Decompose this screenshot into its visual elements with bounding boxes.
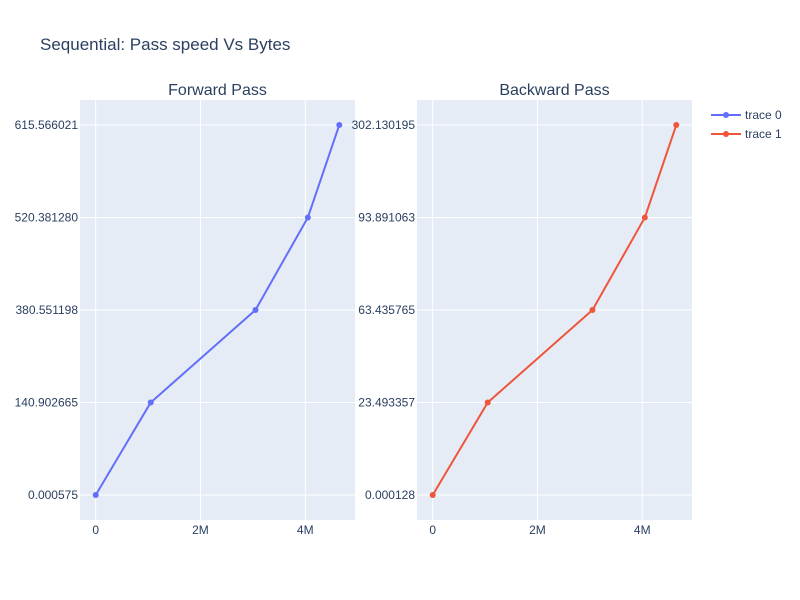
data-point-forward-0[interactable] [92, 492, 99, 498]
subplot-backward: 0 2M 4M 0.000128 23.493357 63.435765 93.891063… [352, 82, 692, 537]
y-tick-label-backward-3: 93.891063 [358, 211, 415, 225]
y-tick-label-backward-0: 0.000128 [365, 488, 415, 502]
data-point-backward-4[interactable] [673, 122, 680, 128]
data-point-backward-2[interactable] [589, 307, 596, 313]
x-tick-label-forward-2: 4M [297, 523, 314, 537]
y-tick-label-backward-2: 63.435765 [358, 303, 415, 317]
chart-title: Sequential: Pass speed Vs Bytes [40, 35, 290, 54]
y-tick-label-forward-1: 140.902665 [15, 396, 79, 410]
legend-marker-trace-1 [723, 131, 729, 137]
subplot-forward: 0 2M 4M 0.000575 140.902665 380.551198 520.381… [15, 82, 355, 537]
data-point-forward-3[interactable] [304, 214, 311, 221]
legend-label-trace-0: trace 0 [745, 108, 782, 122]
y-tick-label-forward-4: 615.566021 [15, 118, 79, 132]
x-tick-label-backward-1: 2M [529, 523, 546, 537]
data-point-backward-0[interactable] [429, 492, 436, 498]
y-tick-label-forward-3: 520.381280 [15, 211, 79, 225]
subplot-title-forward: Forward Pass [168, 82, 267, 99]
data-point-forward-1[interactable] [147, 399, 154, 406]
x-tick-label-forward-0: 0 [92, 523, 99, 537]
x-tick-label-forward-1: 2M [192, 523, 209, 537]
legend-marker-trace-0 [723, 112, 729, 118]
data-point-backward-3[interactable] [641, 214, 648, 221]
y-tick-label-forward-0: 0.000575 [28, 488, 78, 502]
y-tick-label-forward-2: 380.551198 [15, 303, 78, 317]
legend: trace 0 trace 1 [711, 108, 782, 141]
subplot-title-backward: Backward Pass [499, 82, 609, 99]
x-tick-label-backward-0: 0 [429, 523, 436, 537]
legend-item-trace-0[interactable]: trace 0 [711, 108, 782, 122]
legend-label-trace-1: trace 1 [745, 127, 782, 141]
y-tick-label-backward-1: 23.493357 [358, 396, 415, 410]
x-tick-label-backward-2: 4M [634, 523, 651, 537]
data-point-backward-1[interactable] [484, 399, 491, 406]
data-point-forward-2[interactable] [252, 307, 259, 313]
y-tick-label-backward-4: 302.130195 [352, 118, 416, 132]
legend-item-trace-1[interactable]: trace 1 [711, 127, 782, 141]
data-point-forward-4[interactable] [336, 122, 343, 128]
